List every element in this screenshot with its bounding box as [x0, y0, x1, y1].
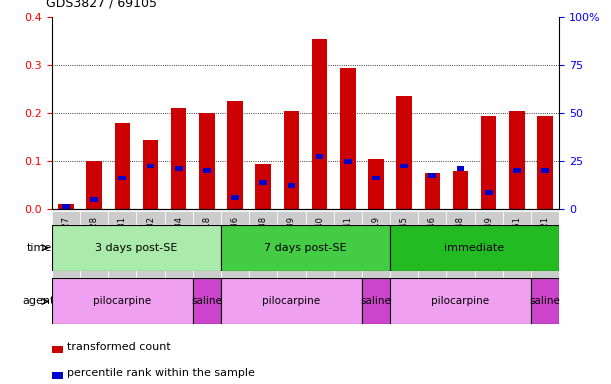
Text: 3 days post-SE: 3 days post-SE	[95, 243, 178, 253]
Text: GSM367534: GSM367534	[174, 216, 183, 267]
Bar	[193, 211, 221, 305]
Bar	[175, 166, 183, 171]
Text: saline: saline	[360, 296, 392, 306]
Bar	[147, 164, 155, 169]
Bar	[509, 111, 525, 209]
Bar	[199, 113, 214, 209]
Text: 7 days post-SE: 7 days post-SE	[264, 243, 347, 253]
Bar	[119, 176, 126, 180]
Bar	[221, 211, 249, 305]
Bar	[306, 211, 334, 305]
Text: GSM367527: GSM367527	[62, 216, 70, 267]
Bar	[52, 211, 80, 305]
Text: GSM367528: GSM367528	[90, 216, 99, 267]
Bar	[231, 195, 239, 200]
Bar	[390, 278, 531, 324]
Bar	[249, 211, 277, 305]
Text: GSM367718: GSM367718	[202, 216, 211, 267]
Bar	[171, 109, 186, 209]
Text: time: time	[26, 243, 51, 253]
Bar	[418, 211, 447, 305]
Bar	[368, 159, 384, 209]
Bar	[284, 111, 299, 209]
Bar	[531, 211, 559, 305]
Text: immediate: immediate	[444, 243, 505, 253]
Text: saline: saline	[191, 296, 222, 306]
Bar	[475, 211, 503, 305]
Bar	[372, 176, 380, 180]
Bar	[227, 101, 243, 209]
Text: GSM367546: GSM367546	[428, 216, 437, 267]
Bar	[340, 68, 356, 209]
Bar	[390, 211, 418, 305]
Bar	[531, 278, 559, 324]
Text: GSM367538: GSM367538	[258, 216, 268, 267]
Bar	[52, 225, 221, 271]
Bar	[86, 161, 102, 209]
Text: GSM367551: GSM367551	[512, 216, 521, 267]
Bar	[221, 278, 362, 324]
Bar	[115, 123, 130, 209]
Bar	[52, 346, 62, 353]
Text: GSM367536: GSM367536	[230, 216, 240, 267]
Bar	[428, 173, 436, 178]
Bar	[537, 116, 553, 209]
Bar	[362, 278, 390, 324]
Bar	[143, 140, 158, 209]
Bar	[447, 211, 475, 305]
Bar	[481, 116, 496, 209]
Text: percentile rank within the sample: percentile rank within the sample	[67, 367, 255, 377]
Bar	[513, 169, 521, 173]
Bar	[136, 211, 164, 305]
Bar	[453, 171, 468, 209]
Bar	[221, 225, 390, 271]
Bar	[52, 372, 62, 379]
Bar	[277, 211, 306, 305]
Text: pilocarpine: pilocarpine	[93, 296, 152, 306]
Text: GSM367548: GSM367548	[456, 216, 465, 267]
Bar	[334, 211, 362, 305]
Bar	[316, 154, 323, 159]
Text: GSM367539: GSM367539	[287, 216, 296, 267]
Bar	[397, 96, 412, 209]
Text: GSM367549: GSM367549	[484, 216, 493, 267]
Bar	[344, 159, 352, 164]
Text: saline: saline	[530, 296, 560, 306]
Text: GSM367719: GSM367719	[371, 216, 381, 267]
Bar	[193, 278, 221, 324]
Bar	[108, 211, 136, 305]
Bar	[400, 164, 408, 169]
Bar	[362, 211, 390, 305]
Bar	[164, 211, 193, 305]
Bar	[541, 169, 549, 173]
Text: GSM367531: GSM367531	[118, 216, 127, 267]
Text: transformed count: transformed count	[67, 342, 171, 352]
Bar	[259, 180, 267, 185]
Bar	[390, 225, 559, 271]
Bar	[62, 205, 70, 209]
Text: pilocarpine: pilocarpine	[262, 296, 321, 306]
Bar	[90, 197, 98, 202]
Bar	[58, 205, 74, 209]
Bar	[425, 173, 440, 209]
Text: GDS3827 / 69105: GDS3827 / 69105	[46, 0, 157, 10]
Text: GSM367532: GSM367532	[146, 216, 155, 267]
Bar	[80, 211, 108, 305]
Text: agent: agent	[23, 296, 55, 306]
Text: GSM367721: GSM367721	[541, 216, 549, 267]
Bar	[456, 166, 464, 171]
Bar	[52, 278, 193, 324]
Text: GSM367540: GSM367540	[315, 216, 324, 267]
Bar	[255, 164, 271, 209]
Bar	[203, 169, 211, 173]
Bar	[288, 183, 295, 188]
Bar	[485, 190, 492, 195]
Text: pilocarpine: pilocarpine	[431, 296, 489, 306]
Text: GSM367545: GSM367545	[400, 216, 409, 267]
Bar	[312, 39, 327, 209]
Bar	[503, 211, 531, 305]
Text: GSM367541: GSM367541	[343, 216, 353, 267]
